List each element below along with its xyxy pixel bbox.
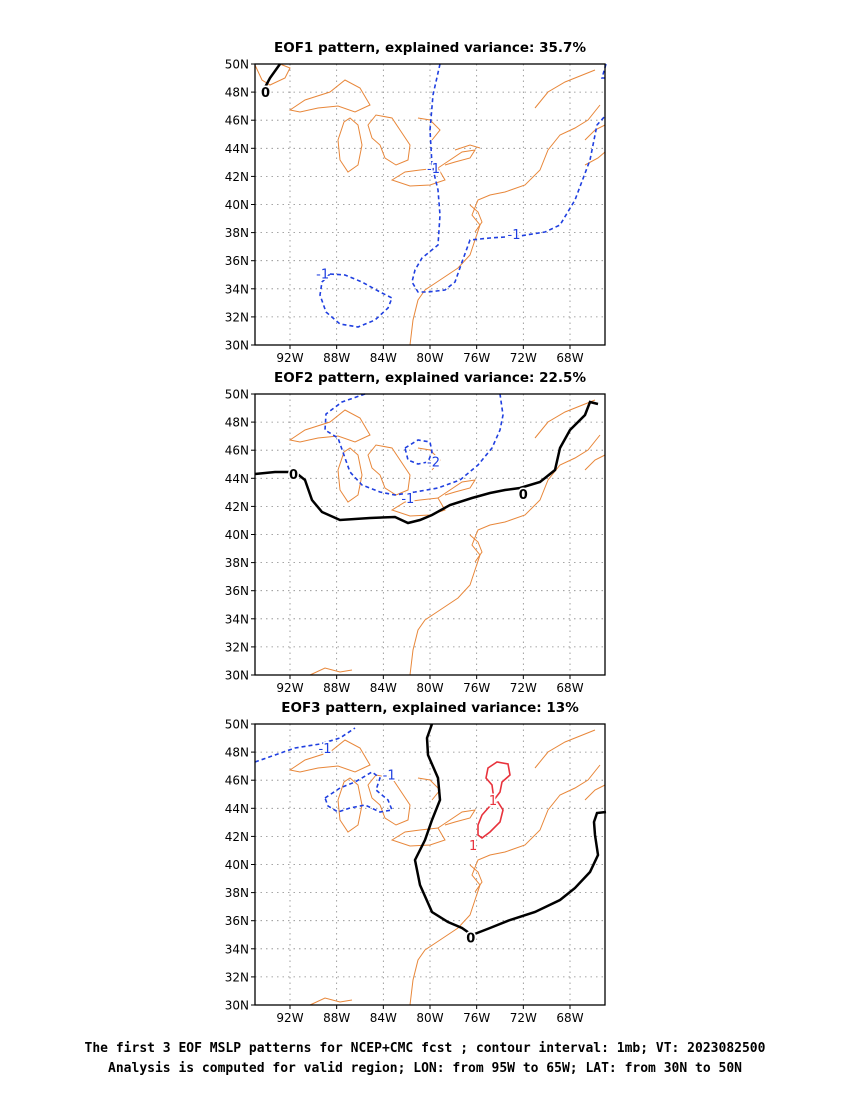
axis-ticks: 92W 88W 84W 80W 76W 72W 68W 50N 48N 46N 44N 42N 40N 3… [225,388,584,696]
lat-tick-label: 42N [225,830,249,844]
contour-label: 1 [489,794,497,809]
caption-line-2: Analysis is computed for valid region; L… [108,1061,742,1076]
lon-tick-label: 84W [370,351,397,365]
lon-tick-label: 76W [463,351,490,365]
lat-tick-label: 34N [225,612,249,626]
lat-tick-label: 36N [225,254,249,268]
contour-labels: 0 0 -2 -1 [287,454,529,509]
lat-tick-label: 50N [225,388,249,402]
lat-tick-label: 44N [225,472,249,486]
contour-label: 0 [261,86,270,101]
lat-tick-label: 40N [225,198,249,212]
lon-tick-label: 68W [556,351,583,365]
lon-tick-label: 72W [510,681,537,695]
contour-label: -1 [383,769,396,784]
lon-tick-label: 84W [370,681,397,695]
lon-tick-label: 92W [276,351,303,365]
contour-label: 0 [466,932,475,947]
axis-ticks: 92W 88W 84W 80W 76W 72W 68W 50N 48N 46N 44N 42N 40N 3… [225,718,584,1026]
eof1-panel: EOF1 pattern, explained variance: 35.7% … [225,40,607,366]
lon-tick-label: 80W [416,351,443,365]
lat-tick-label: 42N [225,500,249,514]
gridlines [255,64,605,345]
lat-tick-label: 34N [225,942,249,956]
lat-tick-label: 30N [225,339,249,353]
contour-label: -1 [401,492,414,507]
lon-tick-label: 76W [463,681,490,695]
lon-tick-label: 88W [323,1011,350,1025]
contours [254,723,607,937]
contours [254,393,599,525]
lon-tick-label: 92W [276,1011,303,1025]
lat-tick-label: 46N [225,444,249,458]
contour-label: -2 [427,455,440,470]
gridlines [255,394,605,675]
lon-tick-label: 84W [370,1011,397,1025]
lat-tick-label: 32N [225,970,249,984]
gridlines [255,724,605,1005]
lon-tick-label: 80W [416,681,443,695]
lat-tick-label: 38N [225,226,249,240]
coastlines [288,729,606,1006]
lat-tick-label: 30N [225,669,249,683]
lon-tick-label: 68W [556,681,583,695]
lon-tick-label: 72W [510,1011,537,1025]
coastlines [288,399,606,676]
eof2-panel: EOF2 pattern, explained variance: 22.5% … [225,370,606,696]
contour-label: -1 [319,742,332,757]
lon-tick-label: 88W [323,351,350,365]
lat-tick-label: 46N [225,114,249,128]
lon-tick-label: 68W [556,1011,583,1025]
lon-tick-label: 80W [416,1011,443,1025]
lat-tick-label: 32N [225,640,249,654]
panel-title: EOF3 pattern, explained variance: 13% [281,700,579,716]
contour-labels: -1 -1 1 1 0 [317,740,499,948]
lat-tick-label: 48N [225,416,249,430]
lat-tick-label: 36N [225,914,249,928]
contours [260,63,607,328]
lat-tick-label: 46N [225,774,249,788]
contour-label: 0 [289,468,298,483]
lat-tick-label: 32N [225,310,249,324]
lat-tick-label: 44N [225,802,249,816]
panel-title: EOF2 pattern, explained variance: 22.5% [274,370,586,386]
axis-ticks: 92W 88W 84W 80W 76W 72W 68W 50N 48N 46N 44N 42N 40N 3… [225,58,584,366]
contour-label: -1 [427,162,440,177]
contour-label: 0 [519,488,528,503]
contour-label: -1 [508,228,521,243]
lat-tick-label: 50N [225,58,249,72]
coastlines [254,63,606,346]
lon-tick-label: 88W [323,681,350,695]
lat-tick-label: 50N [225,718,249,732]
lat-tick-label: 36N [225,584,249,598]
lat-tick-label: 40N [225,528,249,542]
lat-tick-label: 38N [225,556,249,570]
lon-tick-label: 92W [276,681,303,695]
lat-tick-label: 38N [225,886,249,900]
contour-labels: 0 -1 -1 -1 [259,85,522,284]
caption-line-1: The first 3 EOF MSLP patterns for NCEP+C… [84,1041,766,1056]
lat-tick-label: 30N [225,999,249,1013]
eof3-panel: EOF3 pattern, explained variance: 13% -1… [225,700,607,1026]
lat-tick-label: 48N [225,746,249,760]
lon-tick-label: 72W [510,351,537,365]
lon-tick-label: 76W [463,1011,490,1025]
lat-tick-label: 42N [225,170,249,184]
lat-tick-label: 34N [225,282,249,296]
lat-tick-label: 40N [225,858,249,872]
lat-tick-label: 48N [225,86,249,100]
contour-label: -1 [316,267,329,282]
lat-tick-label: 44N [225,142,249,156]
contour-label: 1 [469,839,477,854]
panel-title: EOF1 pattern, explained variance: 35.7% [274,40,586,56]
